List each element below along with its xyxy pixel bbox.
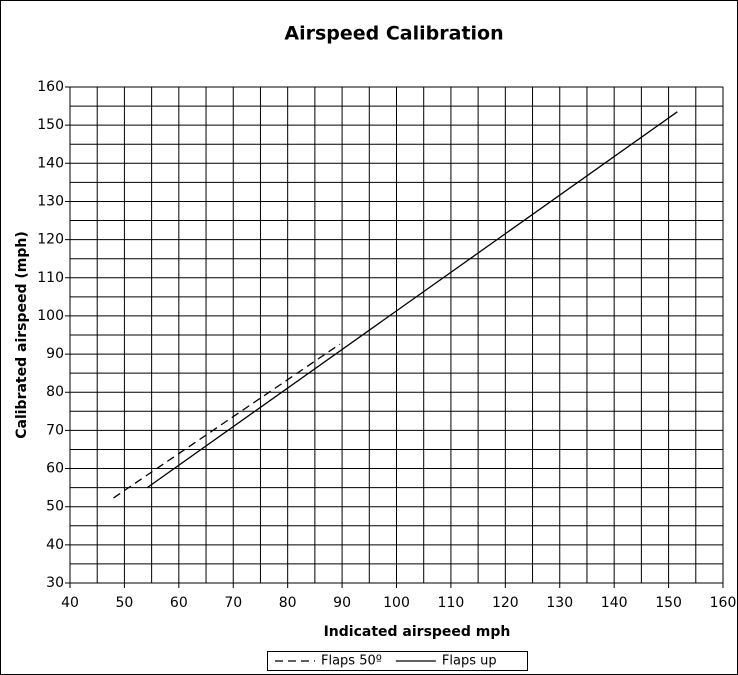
chart-title: Airspeed Calibration: [284, 23, 503, 45]
y-tick-label: 160: [37, 79, 64, 95]
x-tick-label: 60: [170, 595, 188, 611]
x-tick-label: 120: [492, 595, 519, 611]
x-tick-label: 40: [61, 595, 79, 611]
legend-label: Flaps 50º: [321, 654, 382, 669]
y-tick-label: 90: [46, 346, 64, 362]
y-tick-label: 50: [46, 499, 64, 515]
x-tick-label: 160: [710, 595, 737, 611]
x-tick-label: 70: [224, 595, 242, 611]
x-tick-label: 130: [546, 595, 573, 611]
y-tick-label: 130: [37, 193, 64, 209]
y-tick-label: 30: [46, 575, 64, 591]
series-line: [146, 111, 678, 489]
y-tick-label: 140: [37, 155, 64, 171]
y-tick-label: 60: [46, 461, 64, 477]
x-axis-label: Indicated airspeed mph: [324, 624, 511, 640]
x-tick-label: 50: [116, 595, 134, 611]
x-tick-label: 100: [383, 595, 410, 611]
x-tick-label: 140: [601, 595, 628, 611]
y-tick-label: 150: [37, 117, 64, 133]
y-tick-label: 70: [46, 422, 64, 438]
y-tick-label: 80: [46, 384, 64, 400]
legend-label: Flaps up: [442, 654, 497, 669]
x-tick-label: 90: [333, 595, 351, 611]
y-axis-label: Calibrated airspeed (mph): [14, 231, 30, 439]
x-tick-label: 110: [438, 595, 465, 611]
y-tick-label: 40: [46, 537, 64, 553]
y-tick-label: 120: [37, 232, 64, 248]
y-tick-label: 110: [37, 270, 64, 286]
y-tick-label: 100: [37, 308, 64, 324]
x-tick-label: 150: [655, 595, 682, 611]
series-line: [113, 343, 341, 499]
x-tick-label: 80: [279, 595, 297, 611]
